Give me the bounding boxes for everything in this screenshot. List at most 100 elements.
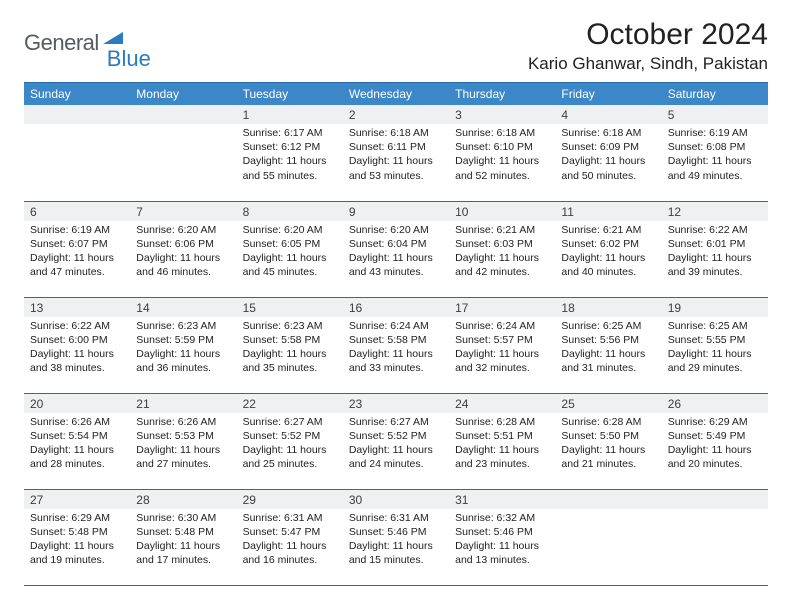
calendar-cell: 6Sunrise: 6:19 AMSunset: 6:07 PMDaylight… bbox=[24, 201, 130, 297]
day-number: 25 bbox=[555, 394, 661, 413]
daylight-text: Daylight: 11 hours and 25 minutes. bbox=[243, 443, 337, 471]
daylight-text: Daylight: 11 hours and 40 minutes. bbox=[561, 251, 655, 279]
day-details: Sunrise: 6:32 AMSunset: 5:46 PMDaylight:… bbox=[449, 509, 555, 572]
calendar-cell: 17Sunrise: 6:24 AMSunset: 5:57 PMDayligh… bbox=[449, 297, 555, 393]
calendar-row: 6Sunrise: 6:19 AMSunset: 6:07 PMDaylight… bbox=[24, 201, 768, 297]
sunrise-text: Sunrise: 6:26 AM bbox=[136, 415, 230, 429]
day-number: 31 bbox=[449, 490, 555, 509]
day-number: 7 bbox=[130, 202, 236, 221]
day-number: 29 bbox=[237, 490, 343, 509]
sunset-text: Sunset: 5:58 PM bbox=[349, 333, 443, 347]
calendar-cell: 10Sunrise: 6:21 AMSunset: 6:03 PMDayligh… bbox=[449, 201, 555, 297]
calendar-row: 20Sunrise: 6:26 AMSunset: 5:54 PMDayligh… bbox=[24, 393, 768, 489]
calendar-cell: 24Sunrise: 6:28 AMSunset: 5:51 PMDayligh… bbox=[449, 393, 555, 489]
calendar-cell: 7Sunrise: 6:20 AMSunset: 6:06 PMDaylight… bbox=[130, 201, 236, 297]
sunset-text: Sunset: 6:10 PM bbox=[455, 140, 549, 154]
day-details: Sunrise: 6:23 AMSunset: 5:59 PMDaylight:… bbox=[130, 317, 236, 380]
calendar-head: SundayMondayTuesdayWednesdayThursdayFrid… bbox=[24, 83, 768, 106]
sunrise-text: Sunrise: 6:20 AM bbox=[136, 223, 230, 237]
sunrise-text: Sunrise: 6:31 AM bbox=[349, 511, 443, 525]
calendar-body: 1Sunrise: 6:17 AMSunset: 6:12 PMDaylight… bbox=[24, 105, 768, 585]
day-number: 17 bbox=[449, 298, 555, 317]
sunrise-text: Sunrise: 6:17 AM bbox=[243, 126, 337, 140]
sunrise-text: Sunrise: 6:28 AM bbox=[455, 415, 549, 429]
sunset-text: Sunset: 5:52 PM bbox=[243, 429, 337, 443]
sunset-text: Sunset: 5:57 PM bbox=[455, 333, 549, 347]
calendar-cell: 5Sunrise: 6:19 AMSunset: 6:08 PMDaylight… bbox=[662, 105, 768, 201]
day-details: Sunrise: 6:18 AMSunset: 6:09 PMDaylight:… bbox=[555, 124, 661, 187]
day-number: 30 bbox=[343, 490, 449, 509]
sunrise-text: Sunrise: 6:21 AM bbox=[455, 223, 549, 237]
daylight-text: Daylight: 11 hours and 50 minutes. bbox=[561, 154, 655, 182]
sunrise-text: Sunrise: 6:31 AM bbox=[243, 511, 337, 525]
brand-logo: General Blue bbox=[24, 22, 151, 64]
day-details: Sunrise: 6:18 AMSunset: 6:11 PMDaylight:… bbox=[343, 124, 449, 187]
calendar-cell: 2Sunrise: 6:18 AMSunset: 6:11 PMDaylight… bbox=[343, 105, 449, 201]
calendar-cell: 31Sunrise: 6:32 AMSunset: 5:46 PMDayligh… bbox=[449, 489, 555, 585]
day-details: Sunrise: 6:21 AMSunset: 6:02 PMDaylight:… bbox=[555, 221, 661, 284]
calendar-cell: 20Sunrise: 6:26 AMSunset: 5:54 PMDayligh… bbox=[24, 393, 130, 489]
calendar-cell: 25Sunrise: 6:28 AMSunset: 5:50 PMDayligh… bbox=[555, 393, 661, 489]
day-number: 26 bbox=[662, 394, 768, 413]
daylight-text: Daylight: 11 hours and 23 minutes. bbox=[455, 443, 549, 471]
day-details: Sunrise: 6:17 AMSunset: 6:12 PMDaylight:… bbox=[237, 124, 343, 187]
sunset-text: Sunset: 5:53 PM bbox=[136, 429, 230, 443]
calendar-cell: 22Sunrise: 6:27 AMSunset: 5:52 PMDayligh… bbox=[237, 393, 343, 489]
daylight-text: Daylight: 11 hours and 31 minutes. bbox=[561, 347, 655, 375]
day-number: 5 bbox=[662, 105, 768, 124]
calendar-cell: 19Sunrise: 6:25 AMSunset: 5:55 PMDayligh… bbox=[662, 297, 768, 393]
day-details: Sunrise: 6:23 AMSunset: 5:58 PMDaylight:… bbox=[237, 317, 343, 380]
sunset-text: Sunset: 6:00 PM bbox=[30, 333, 124, 347]
week-header-row: SundayMondayTuesdayWednesdayThursdayFrid… bbox=[24, 83, 768, 106]
day-details bbox=[24, 124, 130, 130]
day-details: Sunrise: 6:19 AMSunset: 6:07 PMDaylight:… bbox=[24, 221, 130, 284]
calendar-cell: 13Sunrise: 6:22 AMSunset: 6:00 PMDayligh… bbox=[24, 297, 130, 393]
sunset-text: Sunset: 6:03 PM bbox=[455, 237, 549, 251]
day-details: Sunrise: 6:28 AMSunset: 5:50 PMDaylight:… bbox=[555, 413, 661, 476]
sunset-text: Sunset: 5:48 PM bbox=[30, 525, 124, 539]
daylight-text: Daylight: 11 hours and 17 minutes. bbox=[136, 539, 230, 567]
weekday-header: Saturday bbox=[662, 83, 768, 106]
weekday-header: Friday bbox=[555, 83, 661, 106]
location: Kario Ghanwar, Sindh, Pakistan bbox=[528, 54, 768, 74]
calendar-cell: 28Sunrise: 6:30 AMSunset: 5:48 PMDayligh… bbox=[130, 489, 236, 585]
sunrise-text: Sunrise: 6:32 AM bbox=[455, 511, 549, 525]
day-details: Sunrise: 6:27 AMSunset: 5:52 PMDaylight:… bbox=[343, 413, 449, 476]
daylight-text: Daylight: 11 hours and 35 minutes. bbox=[243, 347, 337, 375]
sunrise-text: Sunrise: 6:22 AM bbox=[30, 319, 124, 333]
day-details: Sunrise: 6:26 AMSunset: 5:54 PMDaylight:… bbox=[24, 413, 130, 476]
calendar-cell: 15Sunrise: 6:23 AMSunset: 5:58 PMDayligh… bbox=[237, 297, 343, 393]
sunrise-text: Sunrise: 6:24 AM bbox=[455, 319, 549, 333]
day-number: 28 bbox=[130, 490, 236, 509]
daylight-text: Daylight: 11 hours and 33 minutes. bbox=[349, 347, 443, 375]
day-details bbox=[130, 124, 236, 130]
day-number: 19 bbox=[662, 298, 768, 317]
sunrise-text: Sunrise: 6:18 AM bbox=[455, 126, 549, 140]
sunrise-text: Sunrise: 6:19 AM bbox=[668, 126, 762, 140]
day-details: Sunrise: 6:25 AMSunset: 5:56 PMDaylight:… bbox=[555, 317, 661, 380]
sunset-text: Sunset: 5:50 PM bbox=[561, 429, 655, 443]
sunset-text: Sunset: 6:07 PM bbox=[30, 237, 124, 251]
day-number: 15 bbox=[237, 298, 343, 317]
sunrise-text: Sunrise: 6:24 AM bbox=[349, 319, 443, 333]
calendar-cell: 9Sunrise: 6:20 AMSunset: 6:04 PMDaylight… bbox=[343, 201, 449, 297]
calendar-row: 1Sunrise: 6:17 AMSunset: 6:12 PMDaylight… bbox=[24, 105, 768, 201]
sunrise-text: Sunrise: 6:29 AM bbox=[668, 415, 762, 429]
day-number bbox=[662, 490, 768, 509]
calendar-cell bbox=[662, 489, 768, 585]
calendar-cell: 16Sunrise: 6:24 AMSunset: 5:58 PMDayligh… bbox=[343, 297, 449, 393]
day-details: Sunrise: 6:20 AMSunset: 6:06 PMDaylight:… bbox=[130, 221, 236, 284]
sunset-text: Sunset: 5:54 PM bbox=[30, 429, 124, 443]
weekday-header: Sunday bbox=[24, 83, 130, 106]
daylight-text: Daylight: 11 hours and 21 minutes. bbox=[561, 443, 655, 471]
sunset-text: Sunset: 6:02 PM bbox=[561, 237, 655, 251]
sunset-text: Sunset: 5:52 PM bbox=[349, 429, 443, 443]
day-number: 1 bbox=[237, 105, 343, 124]
calendar-row: 13Sunrise: 6:22 AMSunset: 6:00 PMDayligh… bbox=[24, 297, 768, 393]
day-number: 23 bbox=[343, 394, 449, 413]
day-number: 12 bbox=[662, 202, 768, 221]
daylight-text: Daylight: 11 hours and 19 minutes. bbox=[30, 539, 124, 567]
calendar-cell: 4Sunrise: 6:18 AMSunset: 6:09 PMDaylight… bbox=[555, 105, 661, 201]
calendar-cell: 26Sunrise: 6:29 AMSunset: 5:49 PMDayligh… bbox=[662, 393, 768, 489]
daylight-text: Daylight: 11 hours and 36 minutes. bbox=[136, 347, 230, 375]
